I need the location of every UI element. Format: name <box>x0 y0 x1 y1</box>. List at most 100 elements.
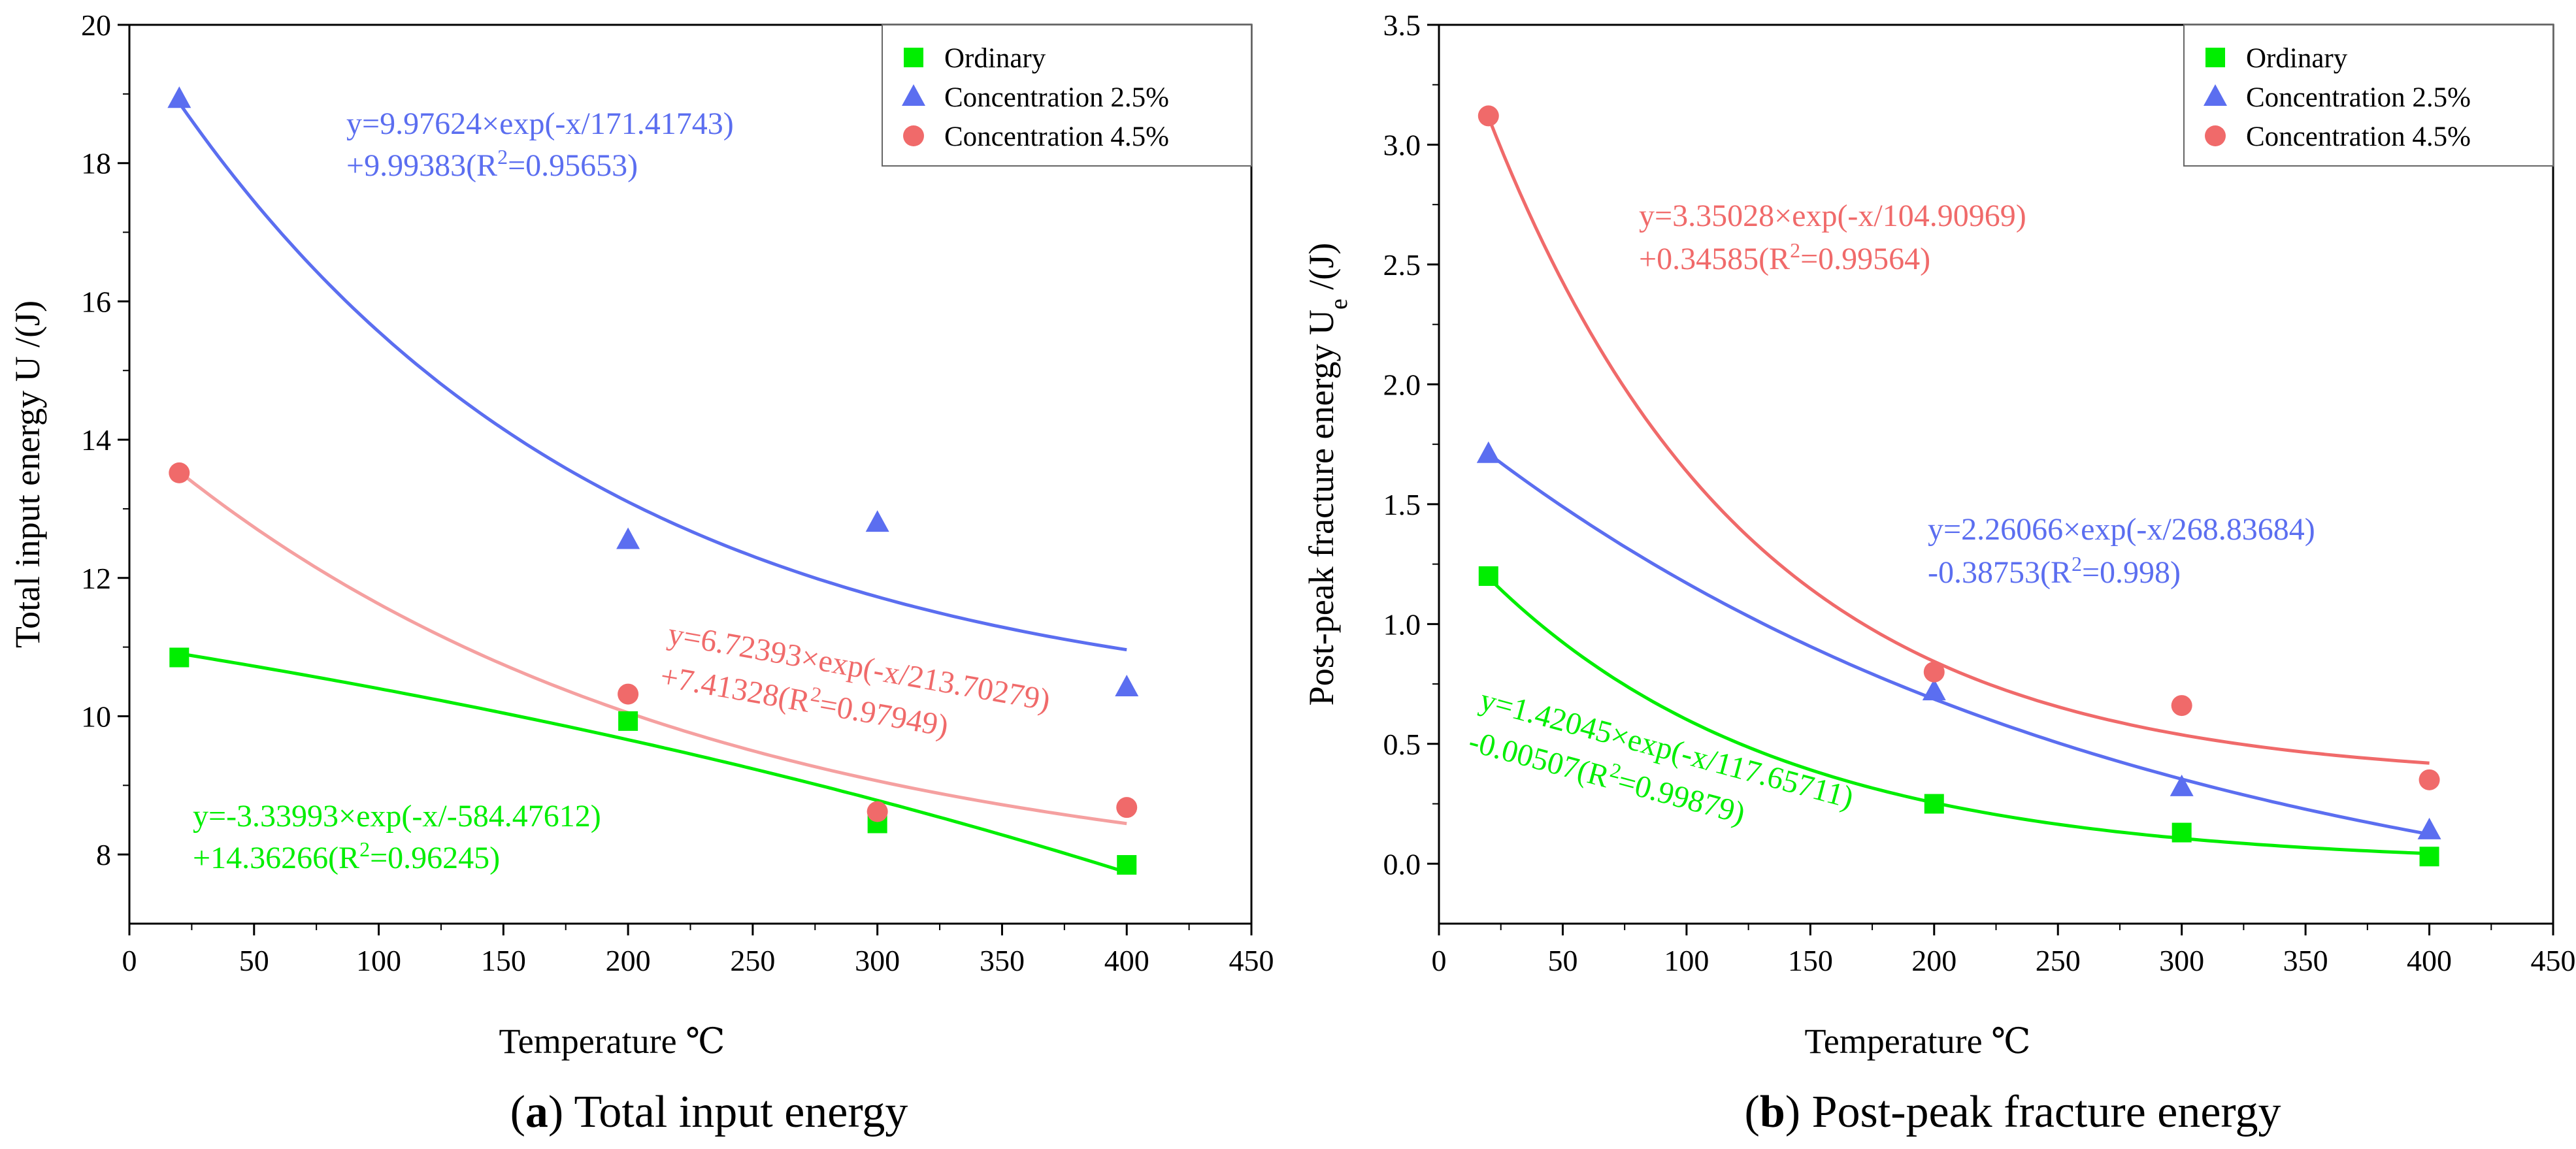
fit-curve-circle <box>178 470 1127 826</box>
y-tick-label: 18 <box>81 147 111 180</box>
y-axis-title-main: Post-peak fracture energy U <box>1302 310 1341 705</box>
data-point-triangle <box>2417 817 2441 839</box>
data-point-circle <box>169 462 190 483</box>
fit-equation: y=3.35028×exp(-x/104.90969) +0.34585(R2=0… <box>1639 199 2026 276</box>
fit-curve-triangle <box>178 102 1127 652</box>
fit-equation-line2: -0.38753(R2=0.998) <box>1928 552 2181 590</box>
x-tick-label: 300 <box>2159 944 2204 977</box>
fit-equation-r-label: +14.36266(R <box>193 841 359 875</box>
x-tick-label: 150 <box>481 944 526 977</box>
caption-close-paren: ) <box>1785 1087 1800 1137</box>
fit-equation-line2: +0.34585(R2=0.99564) <box>1639 238 1930 276</box>
x-tick-label: 450 <box>1229 944 1274 977</box>
data-point-square <box>2171 822 2192 843</box>
y-tick-label: 0.5 <box>1383 728 1421 761</box>
x-tick-label: 350 <box>2283 944 2328 977</box>
x-tick-label: 50 <box>1547 944 1577 977</box>
legend: Ordinary Concentration 2.5% Concentration … <box>2183 24 2554 167</box>
x-tick-label: 100 <box>356 944 401 977</box>
data-point-triangle <box>167 86 191 108</box>
fit-equation-r-value: =0.99564) <box>1800 242 1930 276</box>
x-tick-label: 50 <box>239 944 269 977</box>
x-tick-label: 200 <box>1911 944 1957 977</box>
y-tick-label: 3.0 <box>1383 128 1421 161</box>
y-axis-title: Post-peak fracture energy Ue /(J) <box>1302 243 1353 706</box>
fit-curve-circle <box>1487 116 2430 765</box>
y-tick-label: 3.5 <box>1383 8 1421 42</box>
fit-equation-line1: y=9.97624×exp(-x/171.41743) <box>346 106 734 141</box>
fit-equation-r-label: -0.38753(R <box>1928 555 2072 590</box>
caption-text: Post-peak fracture energy <box>1800 1087 2281 1137</box>
x-tick-label: 300 <box>855 944 900 977</box>
y-tick-label: 1.0 <box>1383 607 1421 641</box>
y-axis-title-subscript: e <box>1325 299 1353 310</box>
fit-equation-r-label: +9.99383(R <box>346 148 497 183</box>
x-tick-label: 200 <box>606 944 651 977</box>
x-tick-label: 250 <box>730 944 775 977</box>
legend-label: Concentration 4.5% <box>944 121 1169 152</box>
legend-marker-square <box>2205 48 2225 67</box>
caption-text: Total input energy <box>563 1087 908 1137</box>
data-point-square <box>1478 566 1498 586</box>
fit-equation-r-superscript: 2 <box>1790 238 1800 262</box>
data-point-square <box>1924 794 1944 814</box>
data-point-circle <box>2171 695 2192 717</box>
fit-equation-line2: +14.36266(R2=0.96245) <box>193 837 500 875</box>
legend-label: Concentration 2.5% <box>2246 82 2471 113</box>
y-tick-label: 2.0 <box>1383 368 1421 401</box>
y-tick-label: 12 <box>81 562 111 595</box>
data-point-triangle <box>865 510 889 532</box>
data-point-triangle <box>616 527 640 549</box>
caption-letter: b <box>1760 1087 1785 1137</box>
x-tick-label: 250 <box>2036 944 2081 977</box>
fit-equation-r-label: +0.34585(R <box>1639 242 1790 276</box>
fit-equation: y=1.42045×exp(-x/117.65711)-0.00507(R2=0… <box>1465 682 1857 831</box>
fit-equation: y=2.26066×exp(-x/268.83684) -0.38753(R2=0… <box>1928 512 2315 590</box>
legend-marker-circle <box>903 125 924 146</box>
fit-equation-r-value: =0.95653) <box>508 148 638 183</box>
legend-box <box>882 24 1252 167</box>
x-tick-label: 0 <box>1432 944 1447 977</box>
data-point-circle <box>867 801 888 822</box>
x-tick-label: 400 <box>2407 944 2452 977</box>
data-point-triangle <box>1115 675 1139 697</box>
x-tick-label: 150 <box>1788 944 1833 977</box>
x-axis-title: Temperature ℃ <box>1805 1022 2031 1061</box>
data-point-square <box>2419 847 2439 867</box>
panel-b-post-peak-fracture-energy: 0 50 100 150 200 250 300 350 400 450 0.0 0.5 1.0 1.5 2… <box>1302 8 2576 1137</box>
caption-open-paren: ( <box>510 1087 525 1137</box>
data-point-square <box>169 647 190 668</box>
data-point-circle <box>2419 769 2440 790</box>
y-tick-label: 1.5 <box>1383 488 1421 521</box>
fit-equation: y=9.97624×exp(-x/171.41743) +9.99383(R2=0… <box>346 106 734 183</box>
y-tick-label: 0.0 <box>1383 847 1421 881</box>
data-point-triangle <box>1922 679 1946 701</box>
data-point-triangle <box>2170 774 2194 796</box>
y-tick-label: 2.5 <box>1383 248 1421 282</box>
fit-equation-line1: y=-3.33993×exp(-x/-584.47612) <box>193 799 601 833</box>
fit-curve-square <box>1487 576 2430 856</box>
fit-equation-r-superscript: 2 <box>809 682 823 707</box>
data-point-circle <box>1923 661 1945 683</box>
legend-label: Concentration 2.5% <box>944 82 1169 113</box>
legend-marker-square <box>904 48 923 67</box>
fit-equation: y=6.72393×exp(-x/213.70279)+7.41328(R2=0… <box>658 617 1053 744</box>
fit-equation-r-value: =0.96245) <box>370 841 500 875</box>
y-tick-label: 16 <box>81 285 111 318</box>
fit-equation-r-superscript: 2 <box>497 145 508 169</box>
fit-equation-line1: y=2.26066×exp(-x/268.83684) <box>1928 512 2315 547</box>
x-tick-label: 350 <box>980 944 1025 977</box>
y-axis-title-unit: /(J) <box>1302 243 1341 299</box>
caption-close-paren: ) <box>548 1087 563 1137</box>
data-point-square <box>618 711 638 731</box>
legend-marker-triangle <box>902 84 925 106</box>
legend-label: Concentration 4.5% <box>2246 121 2471 152</box>
fit-curve-triangle <box>1487 452 2430 836</box>
fit-equation-line1: y=3.35028×exp(-x/104.90969) <box>1639 199 2026 233</box>
fit-equation-r-superscript: 2 <box>2072 552 2082 575</box>
panel-caption: (a) Total input energy <box>510 1087 908 1137</box>
panel-caption: (b) Post-peak fracture energy <box>1745 1087 2281 1137</box>
fit-equation: y=-3.33993×exp(-x/-584.47612) +14.36266(R… <box>193 799 601 875</box>
caption-letter: a <box>525 1087 548 1137</box>
